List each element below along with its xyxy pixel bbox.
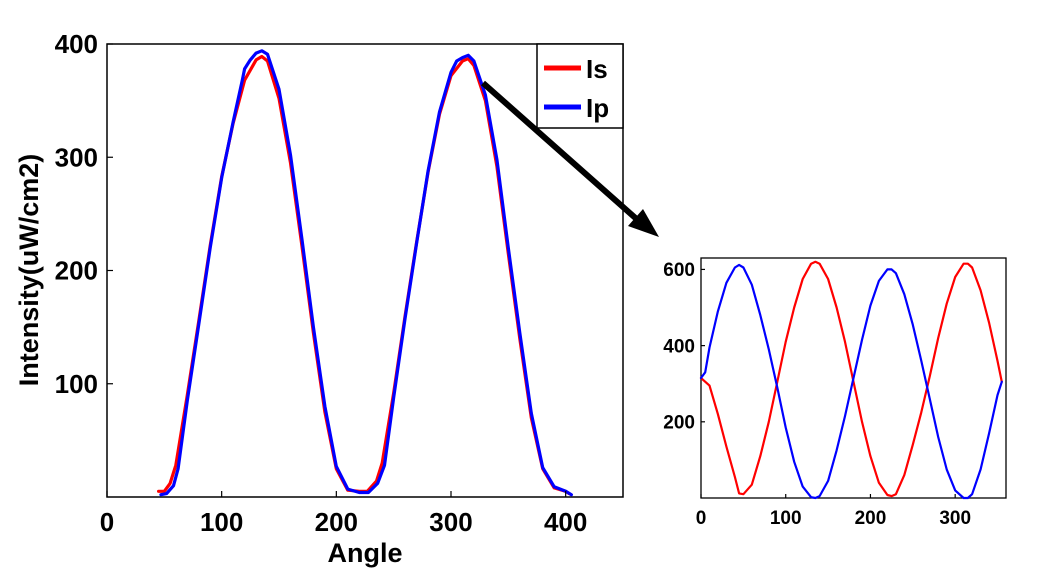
inset-y-tick-label: 200: [663, 412, 695, 433]
legend-label-ip: Ip: [586, 93, 609, 123]
arrow-head: [628, 209, 659, 237]
main-y-axis-label: Intensity(uW/cm2): [14, 154, 44, 387]
inset-series-group: [699, 260, 1003, 500]
arrow-shaft: [481, 80, 642, 225]
inset-y-ticks: 200 400 600: [663, 260, 705, 433]
inset-series-line-1: [699, 263, 1003, 500]
main-x-tick-label: 0: [100, 507, 114, 537]
inset-chart: 0 100 200 300 200 400 600: [663, 257, 1007, 529]
main-series-group: [157, 49, 574, 497]
main-x-ticks: 0 100 200 300 400: [100, 491, 587, 537]
main-x-axis-label: Angle: [327, 538, 402, 568]
legend: Is Ip: [536, 43, 624, 129]
inset-y-tick-label: 400: [663, 336, 695, 357]
main-series-line-ip: [159, 49, 574, 497]
inset-x-tick-label: 200: [855, 508, 887, 529]
main-y-ticks: 100 200 300 400: [55, 29, 113, 399]
inset-x-tick-label: 0: [696, 508, 707, 529]
inset-x-tick-label: 300: [939, 508, 971, 529]
main-y-tick-label: 100: [55, 369, 98, 399]
inset-x-ticks: 0 100 200 300: [696, 494, 971, 529]
main-x-tick-label: 400: [544, 507, 587, 537]
legend-label-is: Is: [586, 54, 608, 84]
main-x-tick-label: 300: [429, 507, 472, 537]
inset-y-tick-label: 600: [663, 260, 695, 281]
main-x-tick-label: 100: [200, 507, 243, 537]
main-y-tick-label: 200: [55, 256, 98, 286]
main-chart: 0 100 200 300 400 100 200 300 400 Angle Intensi…: [14, 29, 624, 568]
main-x-tick-label: 200: [315, 507, 358, 537]
legend-box: [536, 43, 624, 129]
zoom-arrow: [481, 80, 659, 237]
main-y-tick-label: 400: [55, 29, 98, 59]
main-y-tick-label: 300: [55, 142, 98, 172]
inset-x-tick-label: 100: [770, 508, 802, 529]
